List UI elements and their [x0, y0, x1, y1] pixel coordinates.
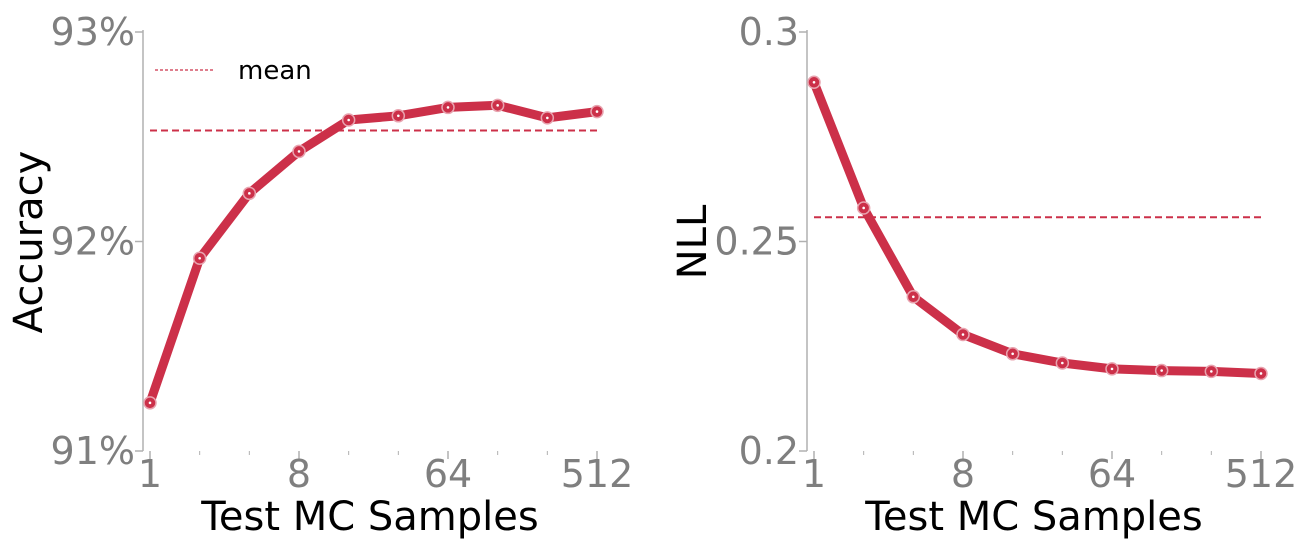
y-tick-labels: 91% 92% 93%	[51, 10, 143, 473]
data-point-center	[347, 118, 350, 122]
data-point-center	[446, 106, 450, 109]
data-point-center	[1011, 352, 1014, 356]
y-tick-labels: 0.2 0.25 0.3	[714, 10, 807, 473]
data-point-center	[862, 206, 865, 210]
data-point-center	[397, 114, 400, 118]
x-axis-label: Test MC Samples	[200, 494, 538, 540]
nll-chart: 0.2 0.25 0.3 1 8 64 512 Test MC Samples NLL	[670, 10, 1297, 540]
x-tick-labels: 1 8 64 512	[802, 451, 1297, 496]
x-minor-ticks	[199, 451, 548, 455]
x-tick-label: 8	[951, 452, 975, 496]
y-tick-label: 93%	[51, 10, 135, 54]
x-tick-label: 64	[424, 452, 472, 496]
data-point-center	[1110, 367, 1114, 371]
y-axis-label: Accuracy	[6, 151, 52, 334]
data-point-center	[248, 192, 251, 195]
y-tick-label: 0.3	[739, 10, 799, 54]
data-point-center	[1259, 372, 1263, 375]
data-point-center	[912, 295, 915, 299]
y-tick-label: 91%	[51, 429, 135, 473]
accuracy-series	[143, 98, 604, 410]
nll-series	[807, 75, 1268, 381]
series-line	[145, 100, 602, 408]
data-point-center	[198, 256, 201, 260]
y-tick-label: 92%	[51, 220, 135, 264]
data-point-center	[496, 104, 499, 107]
data-point-center	[812, 80, 816, 84]
data-point-center	[546, 116, 549, 120]
legend-mean-label: mean	[238, 56, 312, 86]
legend: mean	[155, 56, 312, 86]
data-point-center	[961, 333, 965, 336]
data-point-center	[1061, 361, 1064, 365]
data-point-center	[1210, 370, 1213, 373]
data-point-center	[1160, 369, 1163, 372]
accuracy-chart: 91% 92% 93% 1 8 64 512 mean Test MC Samples A…	[6, 10, 633, 540]
data-point-center	[297, 150, 301, 153]
data-point-center	[148, 401, 152, 405]
data-point-center	[595, 110, 599, 113]
x-tick-label: 8	[287, 452, 311, 496]
x-tick-label: 64	[1088, 452, 1136, 496]
x-tick-label: 1	[802, 452, 826, 496]
x-axis-label: Test MC Samples	[864, 494, 1202, 540]
y-tick-label: 0.25	[714, 220, 799, 264]
series-line	[809, 77, 1266, 378]
y-axis-label: NLL	[670, 204, 716, 279]
x-minor-ticks	[863, 451, 1212, 455]
x-tick-label: 1	[138, 452, 162, 496]
x-tick-labels: 1 8 64 512	[138, 451, 633, 496]
y-tick-label: 0.2	[739, 429, 799, 473]
x-tick-label: 512	[561, 452, 634, 496]
x-tick-label: 512	[1225, 452, 1298, 496]
